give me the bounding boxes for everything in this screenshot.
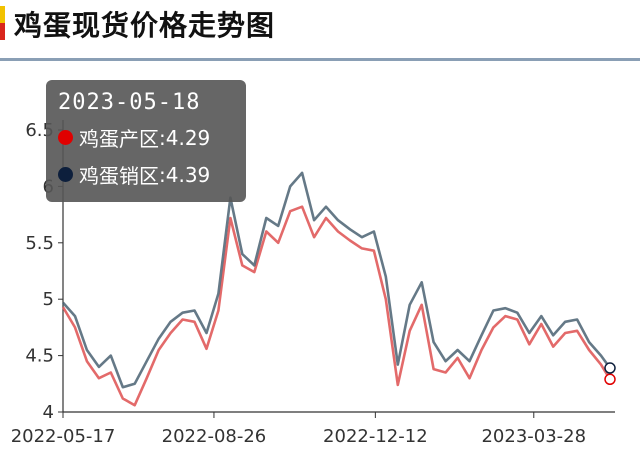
tooltip-label-producing: 鸡蛋产区 (79, 127, 159, 151)
x-tick-label: 2022-12-12 (323, 426, 428, 447)
series-line-producing (61, 205, 612, 407)
tooltip-date: 2023-05-18 (58, 90, 201, 115)
selling-area-dot-icon (58, 167, 73, 182)
y-tick-label: 5 (43, 289, 54, 310)
end-point-producing (604, 373, 616, 386)
end-point-selling (604, 362, 616, 374)
x-tick-label: 2023-03-28 (481, 426, 586, 447)
title-bar: 鸡蛋现货价格走势图 (0, 0, 640, 58)
tooltip-value-producing: 4.29 (165, 125, 211, 150)
y-tick-label: 4.5 (25, 346, 54, 367)
tooltip-value-selling: 4.39 (165, 162, 211, 187)
y-tick-label: 5.5 (25, 233, 54, 254)
tooltip-row-producing: 鸡蛋产区: 4.29 (58, 123, 234, 152)
x-tick-label: 2022-05-17 (11, 426, 116, 447)
y-tick-label: 4 (43, 402, 54, 423)
series-line-selling (62, 171, 612, 389)
title-divider (0, 58, 640, 61)
chart-tooltip: 2023-05-18 鸡蛋产区: 4.29 鸡蛋销区: 4.39 (46, 80, 246, 202)
title-accent-bar (0, 6, 5, 40)
page-title: 鸡蛋现货价格走势图 (14, 9, 276, 42)
x-tick-label: 2022-08-26 (162, 426, 267, 447)
tooltip-label-selling: 鸡蛋销区 (79, 164, 159, 188)
producing-area-dot-icon (58, 130, 73, 145)
chart-series-layer (61, 171, 612, 407)
end-markers (604, 362, 616, 386)
tooltip-row-selling: 鸡蛋销区: 4.39 (58, 160, 234, 189)
